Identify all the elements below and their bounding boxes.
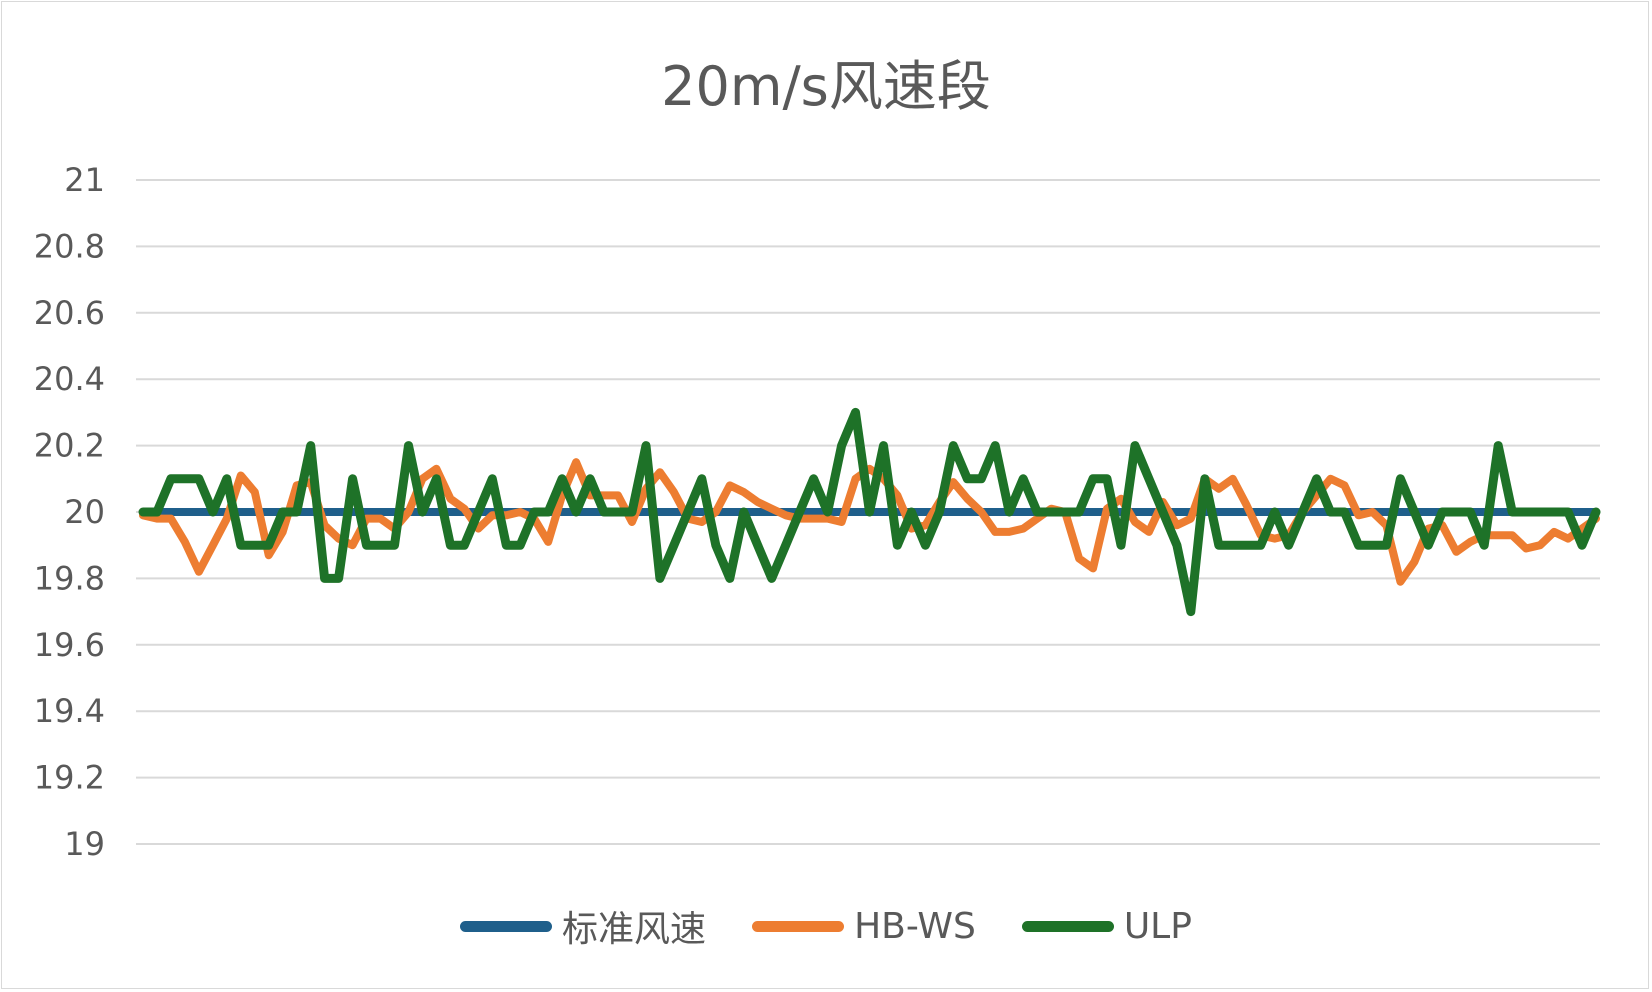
legend-item-standard[interactable]: 标准风速: [460, 900, 706, 952]
y-axis-tick-labels: 21 20.8 20.6 20.4 20.2 20 19.8 19.6 19.4 19.2 19: [34, 161, 105, 863]
legend-swatch-ulp: [1021, 920, 1114, 932]
legend-swatch-hb-ws: [752, 920, 845, 932]
y-tick-label: 20.2: [34, 427, 105, 465]
legend-label-ulp: ULP: [1123, 905, 1192, 947]
series-lines: [138, 407, 1601, 617]
y-tick-label: 20.4: [34, 360, 105, 398]
y-tick-label: 19.2: [34, 759, 105, 797]
y-tick-label: 19.6: [34, 626, 105, 664]
legend-swatch-standard: [460, 920, 553, 932]
legend-item-ulp[interactable]: ULP: [1021, 905, 1192, 947]
legend-item-hb-ws[interactable]: HB-WS: [752, 906, 976, 947]
legend-label-standard: 标准风速: [562, 909, 707, 950]
y-tick-label: 19.8: [34, 559, 105, 597]
y-tick-label: 20: [64, 493, 105, 531]
legend: 标准风速 HB-WS ULP: [0, 900, 1652, 952]
chart-title: 20m/s风速段: [661, 55, 991, 118]
y-tick-label: 19: [64, 825, 105, 863]
legend-label-hb-ws: HB-WS: [854, 905, 976, 947]
y-tick-label: 20.8: [34, 227, 105, 265]
y-tick-label: 21: [64, 161, 105, 199]
y-tick-label: 19.4: [34, 692, 105, 730]
series-line-hb-ws: [139, 458, 1600, 586]
series-line-ulp: [138, 407, 1601, 617]
y-tick-label: 20.6: [34, 294, 105, 332]
